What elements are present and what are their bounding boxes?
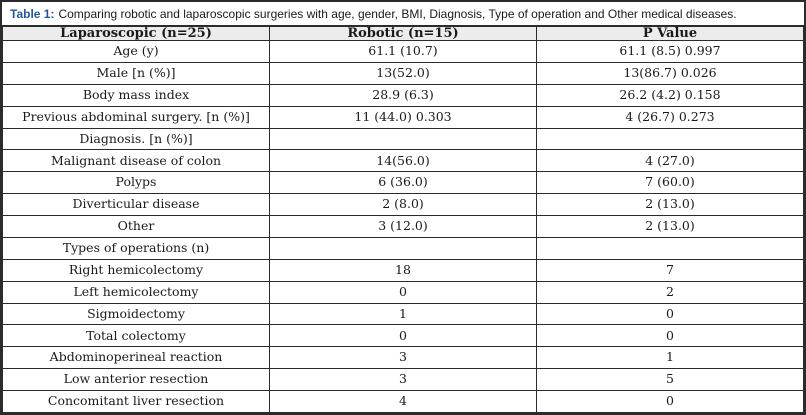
row-label-cell: Types of operations (n) xyxy=(2,236,270,260)
row-label-cell: Sigmoidectomy xyxy=(2,302,270,326)
robotic-value-cell: 6 (36.0) xyxy=(269,171,537,195)
table-row: Abdominoperineal reaction 3 1 xyxy=(2,346,804,370)
robotic-value-cell: 3 (12.0) xyxy=(269,215,537,238)
column-header-robotic: Robotic (n=15) xyxy=(269,26,537,41)
pvalue-cell: 7 (60.0) xyxy=(536,171,804,195)
robotic-value-cell: 1 xyxy=(269,302,537,326)
robotic-value-cell: 0 xyxy=(269,280,537,304)
robotic-value-cell: 3 xyxy=(269,346,537,370)
pvalue-cell: 26.2 (4.2) 0.158 xyxy=(536,83,804,107)
header-row: Laparoscopic (n=25) Robotic (n=15) P Val… xyxy=(2,26,804,41)
row-label-cell: Other xyxy=(2,215,270,238)
row-label-cell: Right hemicolectomy xyxy=(2,258,270,282)
robotic-value-cell: 61.1 (10.7) xyxy=(269,40,537,63)
table-row: Right hemicolectomy 18 7 xyxy=(2,258,804,282)
row-label-cell: Total colectomy xyxy=(2,324,270,348)
pvalue-cell: 13(86.7) 0.026 xyxy=(536,61,804,85)
table-row: Body mass index 28.9 (6.3) 26.2 (4.2) 0.… xyxy=(2,83,804,107)
table-row: Left hemicolectomy 0 2 xyxy=(2,280,804,304)
pvalue-cell: 2 xyxy=(536,280,804,304)
robotic-value-cell: 13(52.0) xyxy=(269,61,537,85)
row-label-cell: Previous abdominal surgery. [n (%)] xyxy=(2,105,270,129)
pvalue-cell xyxy=(536,127,804,151)
table-row: Age (y) 61.1 (10.7) 61.1 (8.5) 0.997 xyxy=(2,40,804,63)
robotic-value-cell: 3 xyxy=(269,368,537,391)
comparison-table: Laparoscopic (n=25) Robotic (n=15) P Val… xyxy=(2,26,804,413)
pvalue-cell: 0 xyxy=(536,324,804,348)
table-row: Diverticular disease 2 (8.0) 2 (13.0) xyxy=(2,193,804,216)
pvalue-cell: 1 xyxy=(536,346,804,370)
table-row: Diagnosis. [n (%)] xyxy=(2,127,804,151)
row-label-cell: Body mass index xyxy=(2,83,270,107)
pvalue-cell: 2 (13.0) xyxy=(536,215,804,238)
robotic-value-cell: 4 xyxy=(269,390,537,413)
table-caption: Table 1: Comparing robotic and laparosco… xyxy=(2,2,804,26)
table-row: Previous abdominal surgery. [n (%)] 11 (… xyxy=(2,105,804,129)
table-caption-label: Table 1: xyxy=(10,6,55,21)
table-row: Malignant disease of colon 14(56.0) 4 (2… xyxy=(2,149,804,173)
row-label-cell: Malignant disease of colon xyxy=(2,149,270,173)
row-label-cell: Diverticular disease xyxy=(2,193,270,216)
robotic-value-cell: 28.9 (6.3) xyxy=(269,83,537,107)
pvalue-cell: 0 xyxy=(536,390,804,413)
pvalue-cell xyxy=(536,236,804,260)
pvalue-cell: 0 xyxy=(536,302,804,326)
pvalue-cell: 61.1 (8.5) 0.997 xyxy=(536,40,804,63)
table-row: Types of operations (n) xyxy=(2,236,804,260)
row-label-cell: Abdominoperineal reaction xyxy=(2,346,270,370)
row-label-cell: Male [n (%)] xyxy=(2,61,270,85)
table-caption-text: Comparing robotic and laparoscopic surge… xyxy=(58,6,737,21)
pvalue-cell: 7 xyxy=(536,258,804,282)
table-row: Male [n (%)] 13(52.0) 13(86.7) 0.026 xyxy=(2,61,804,85)
row-label-cell: Diagnosis. [n (%)] xyxy=(2,127,270,151)
row-label-cell: Age (y) xyxy=(2,40,270,63)
pvalue-cell: 4 (26.7) 0.273 xyxy=(536,105,804,129)
robotic-value-cell: 2 (8.0) xyxy=(269,193,537,216)
column-header-pvalue: P Value xyxy=(536,26,804,41)
robotic-value-cell: 18 xyxy=(269,258,537,282)
pvalue-cell: 4 (27.0) xyxy=(536,149,804,173)
table-row: Concomitant liver resection 4 0 xyxy=(2,390,804,413)
pvalue-cell: 2 (13.0) xyxy=(536,193,804,216)
table-row: Other 3 (12.0) 2 (13.0) xyxy=(2,215,804,238)
row-label-cell: Low anterior resection xyxy=(2,368,270,391)
table-row: Total colectomy 0 0 xyxy=(2,324,804,348)
robotic-value-cell xyxy=(269,127,537,151)
table-row: Polyps 6 (36.0) 7 (60.0) xyxy=(2,171,804,195)
table-row: Sigmoidectomy 1 0 xyxy=(2,302,804,326)
robotic-value-cell: 14(56.0) xyxy=(269,149,537,173)
pvalue-cell: 5 xyxy=(536,368,804,391)
robotic-value-cell xyxy=(269,236,537,260)
row-label-cell: Polyps xyxy=(2,171,270,195)
robotic-value-cell: 0 xyxy=(269,324,537,348)
table-grid: Laparoscopic (n=25) Robotic (n=15) P Val… xyxy=(2,26,804,413)
column-header-laparoscopic: Laparoscopic (n=25) xyxy=(2,26,270,41)
row-label-cell: Concomitant liver resection xyxy=(2,390,270,413)
robotic-value-cell: 11 (44.0) 0.303 xyxy=(269,105,537,129)
table-row: Low anterior resection 3 5 xyxy=(2,368,804,391)
row-label-cell: Left hemicolectomy xyxy=(2,280,270,304)
